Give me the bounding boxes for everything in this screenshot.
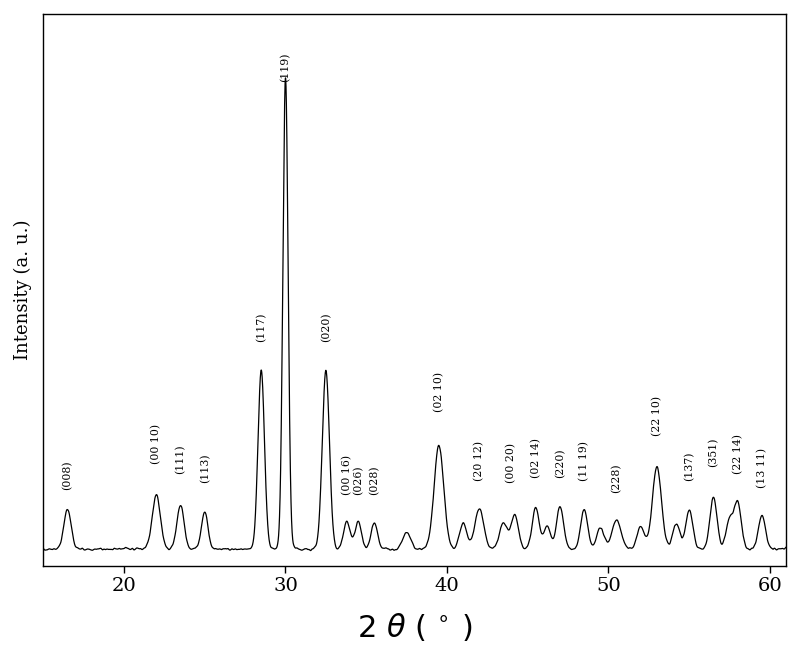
Text: (028): (028): [369, 465, 379, 495]
Text: (22 14): (22 14): [733, 434, 743, 474]
Y-axis label: Intensity (a. u.): Intensity (a. u.): [14, 220, 32, 360]
Text: (22 10): (22 10): [652, 396, 662, 436]
Text: (13 11): (13 11): [757, 447, 767, 488]
Text: (00 20): (00 20): [506, 443, 517, 483]
Text: (119): (119): [280, 53, 290, 82]
Text: (117): (117): [256, 312, 266, 342]
Text: (351): (351): [708, 437, 718, 467]
Text: (00 10): (00 10): [151, 424, 162, 465]
Text: (02 14): (02 14): [530, 438, 541, 478]
Text: (113): (113): [199, 453, 210, 483]
Text: (02 10): (02 10): [434, 372, 444, 413]
Text: (220): (220): [555, 449, 565, 478]
Text: (228): (228): [611, 463, 622, 493]
Text: (026): (026): [353, 465, 363, 495]
Text: (20 12): (20 12): [474, 441, 485, 481]
Text: (111): (111): [175, 444, 186, 474]
X-axis label: $2\ \theta\ (\ ^{\circ}\ )$: $2\ \theta\ (\ ^{\circ}\ )$: [357, 612, 472, 644]
Text: (11 19): (11 19): [579, 441, 590, 481]
Text: (008): (008): [62, 461, 73, 490]
Text: (00 16): (00 16): [342, 455, 352, 495]
Text: (020): (020): [321, 312, 331, 342]
Text: (137): (137): [684, 451, 694, 481]
